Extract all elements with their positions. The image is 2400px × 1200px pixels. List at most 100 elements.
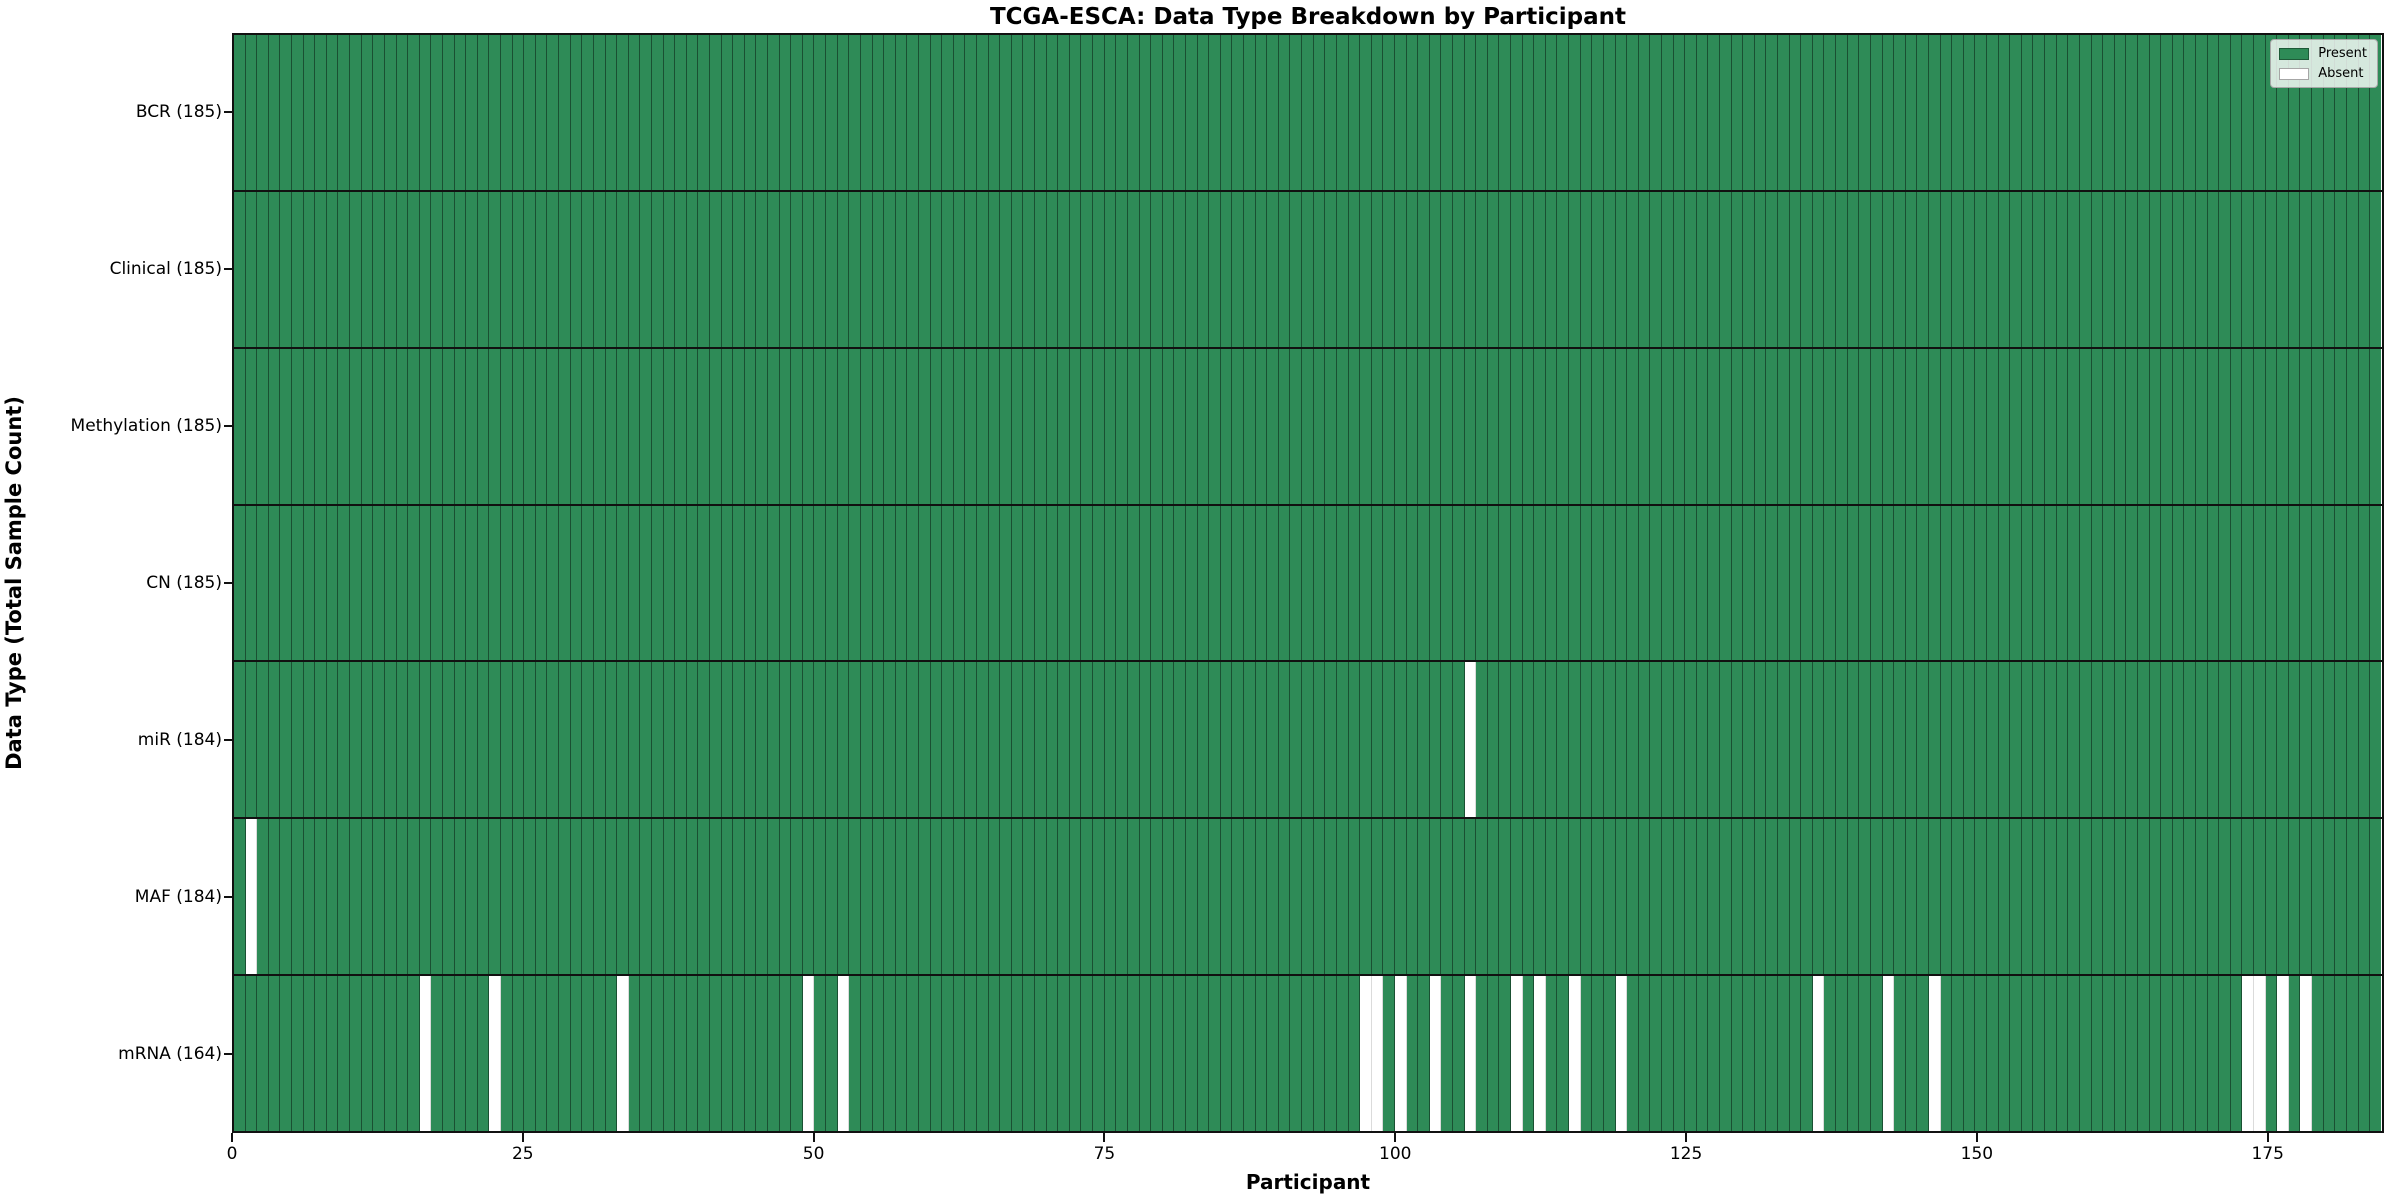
matrix-cell [2358, 976, 2371, 1132]
matrix-cell [338, 191, 351, 347]
legend-entry-absent: Absent [2279, 66, 2367, 81]
matrix-cell [1162, 35, 1175, 190]
matrix-cell [408, 819, 420, 975]
matrix-cell [709, 662, 722, 818]
matrix-cell [1093, 348, 1105, 504]
matrix-row-bcr [234, 35, 2382, 192]
matrix-cell [837, 505, 850, 661]
matrix-cell [1452, 348, 1465, 504]
matrix-cell [1859, 976, 1871, 1132]
matrix-cell [1859, 348, 1871, 504]
matrix-cell [1720, 35, 1732, 190]
matrix-cell [292, 819, 304, 975]
matrix-cell [442, 35, 455, 190]
matrix-cell [442, 819, 455, 975]
matrix-cell [2114, 976, 2127, 1132]
matrix-cell [1685, 662, 1697, 818]
plot-area [232, 33, 2384, 1133]
matrix-cell [1185, 662, 1198, 818]
matrix-cell [570, 505, 583, 661]
matrix-cell [628, 976, 641, 1132]
matrix-cell [663, 976, 676, 1132]
matrix-cell [686, 35, 699, 190]
matrix-cell [2021, 35, 2034, 190]
matrix-cell [1615, 819, 1628, 975]
matrix-cell [1360, 976, 1372, 1132]
matrix-cell [1696, 348, 1709, 504]
matrix-cell [1116, 976, 1128, 1132]
matrix-cell [559, 819, 571, 975]
matrix-cell [501, 348, 513, 504]
matrix-cell [350, 35, 362, 190]
matrix-cell [1673, 348, 1686, 504]
matrix-cell [1824, 191, 1837, 347]
legend-label: Present [2318, 46, 2367, 61]
matrix-cell [466, 191, 478, 347]
matrix-cell [1290, 505, 1303, 661]
matrix-cell [1290, 976, 1303, 1132]
matrix-cell [1905, 662, 1918, 818]
matrix-cell [1592, 191, 1604, 347]
matrix-cell [1348, 35, 1361, 190]
x-tick-mark [231, 1133, 233, 1142]
matrix-cell [547, 662, 560, 818]
x-tick-label: 25 [511, 1144, 534, 1164]
matrix-cell [1708, 191, 1720, 347]
matrix-cell [1963, 662, 1976, 818]
matrix-cell [2265, 976, 2278, 1132]
matrix-cell [675, 662, 687, 818]
matrix-cell [1360, 819, 1372, 975]
matrix-cell [733, 662, 745, 818]
matrix-cell [1406, 819, 1419, 975]
matrix-cell [605, 819, 618, 975]
matrix-cell [1011, 191, 1024, 347]
matrix-cell [1209, 191, 1221, 347]
matrix-cell [2010, 976, 2022, 1132]
matrix-cell [280, 819, 293, 975]
matrix-cell [1162, 348, 1175, 504]
matrix-cell [2323, 662, 2336, 818]
matrix-cell [2300, 348, 2313, 504]
matrix-cell [477, 35, 490, 190]
matrix-cell [1812, 35, 1825, 190]
x-tick-label: 50 [802, 1144, 825, 1164]
matrix-cell [2149, 976, 2162, 1132]
matrix-cell [1452, 505, 1465, 661]
matrix-cell [1743, 505, 1755, 661]
matrix-cell [2103, 505, 2115, 661]
matrix-cell [1429, 819, 1442, 975]
matrix-cell [1534, 662, 1546, 818]
matrix-cell [1963, 976, 1976, 1132]
matrix-cell [837, 35, 850, 190]
matrix-cell [1870, 191, 1883, 347]
matrix-cell [1998, 662, 2011, 818]
matrix-cell [419, 348, 432, 504]
matrix-cell [292, 505, 304, 661]
matrix-cell [709, 348, 722, 504]
matrix-cell [1673, 191, 1686, 347]
matrix-cell [593, 35, 606, 190]
matrix-cell [396, 505, 409, 661]
matrix-cell [907, 819, 919, 975]
matrix-cell [593, 819, 606, 975]
matrix-cell [1511, 35, 1523, 190]
matrix-cell [2335, 819, 2347, 975]
matrix-cell [2265, 191, 2278, 347]
matrix-cell [1894, 35, 1906, 190]
matrix-cell [1476, 348, 1488, 504]
matrix-cell [1127, 819, 1140, 975]
matrix-cell [2010, 348, 2022, 504]
matrix-cell [826, 191, 838, 347]
matrix-cell [2370, 505, 2381, 661]
matrix-cell [582, 976, 594, 1132]
matrix-cell [1185, 505, 1198, 661]
matrix-cell [1255, 976, 1268, 1132]
matrix-cell [1127, 191, 1140, 347]
matrix-cell [1104, 348, 1117, 504]
matrix-cell [1580, 976, 1593, 1132]
matrix-cell [1975, 35, 1988, 190]
matrix-cell [396, 35, 409, 190]
matrix-cell [1847, 35, 1860, 190]
matrix-cell [2207, 348, 2220, 504]
matrix-cell [1139, 819, 1152, 975]
